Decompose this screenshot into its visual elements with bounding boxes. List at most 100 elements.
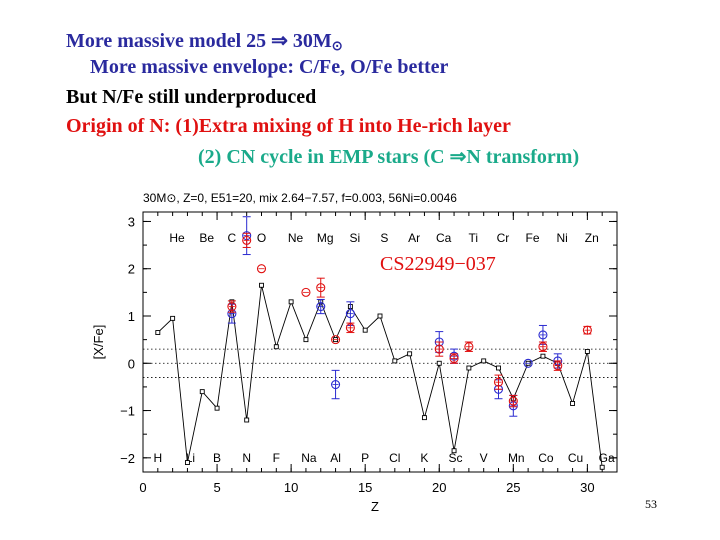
model-point [584, 349, 590, 354]
model-point [570, 401, 576, 406]
element-label-bottom: Co [538, 451, 554, 465]
element-label-bottom: Al [330, 451, 341, 465]
blue-observation-point [345, 309, 355, 319]
element-label-top: Cr [497, 231, 510, 245]
y-tick-label: 0 [128, 356, 135, 371]
red-observation-point [256, 264, 267, 274]
blue-observation-point [331, 379, 341, 390]
red-observation-point [316, 283, 326, 293]
element-label-bottom: K [420, 451, 428, 465]
element-label-top: Si [349, 231, 360, 245]
element-label-top: Be [199, 231, 214, 245]
y-tick-label: 2 [128, 262, 135, 277]
element-label-top: Ne [288, 231, 304, 245]
y-tick-label: −1 [120, 404, 135, 419]
element-label-top: Ca [436, 231, 452, 245]
model-point [377, 313, 383, 319]
element-label-top: Mg [317, 231, 334, 245]
model-point [199, 389, 205, 395]
y-tick-label: −2 [120, 451, 135, 466]
red-observation-point [582, 325, 592, 335]
red-observation-point [508, 396, 518, 406]
model-point [436, 360, 442, 366]
model-point [170, 315, 176, 321]
slide-line-5: (2) CN cycle in EMP stars (C ⇒N transfor… [198, 146, 580, 168]
x-tick-label: 30 [580, 480, 594, 495]
red-observation-point [464, 342, 474, 352]
element-label-top: Zn [585, 231, 599, 245]
red-observation-point [227, 301, 237, 312]
red-observation-point [449, 353, 459, 364]
red-observation-point [301, 287, 311, 297]
slide-line-3: But N/Fe still underproduced [66, 86, 317, 108]
x-tick-label: 25 [506, 480, 520, 495]
slide-line-1: More massive model 25 ⇒ 30M⊙ [66, 28, 343, 54]
x-tick-label: 15 [358, 480, 372, 495]
model-point [259, 282, 264, 288]
red-observation-point [553, 361, 563, 371]
element-label-bottom: Na [301, 451, 317, 465]
x-tick-label: 20 [432, 480, 446, 495]
y-tick-label: 3 [128, 214, 135, 229]
model-point [407, 351, 413, 357]
model-line [157, 285, 603, 468]
red-observation-point [434, 344, 444, 354]
element-label-top: Ar [408, 231, 420, 245]
element-label-top: Ni [557, 231, 568, 245]
element-label-bottom: Cl [389, 451, 400, 465]
element-label-top: O [257, 231, 266, 245]
line1-text: More massive model 25 ⇒ 30M [66, 30, 332, 52]
element-label-bottom: H [153, 451, 162, 465]
element-label-top: He [169, 231, 185, 245]
element-label-bottom: Mn [508, 451, 525, 465]
element-label-bottom: Ga [599, 451, 615, 465]
element-label-bottom: P [361, 451, 369, 465]
model-point [155, 330, 161, 335]
star-name-annotation: CS22949−037 [380, 253, 496, 275]
solar-mass-symbol: ⊙ [331, 38, 343, 53]
blue-observation-point [538, 330, 548, 340]
x-axis-label: Z [371, 499, 379, 514]
element-label-bottom: Sc [449, 451, 463, 465]
model-point [451, 448, 457, 454]
element-label-bottom: F [273, 451, 280, 465]
model-point [599, 464, 605, 470]
element-label-top: S [380, 231, 388, 245]
model-point [392, 358, 398, 364]
x-tick-label: 0 [139, 480, 146, 495]
element-label-top: Ti [469, 231, 479, 245]
model-point [184, 460, 190, 465]
red-observation-point [331, 335, 341, 345]
blue-observation-point [316, 301, 326, 312]
model-point [481, 358, 487, 364]
element-label-bottom: B [213, 451, 221, 465]
x-tick-label: 5 [213, 480, 220, 495]
chart-title: 30M⊙, Z=0, E51=20, mix 2.64−7.57, f=0.00… [143, 191, 457, 205]
y-tick-label: 1 [128, 309, 135, 324]
model-point [496, 365, 501, 371]
model-point [288, 299, 294, 305]
element-label-bottom: Cu [568, 451, 583, 465]
model-point [421, 415, 427, 421]
slide-line-4: Origin of N: (1)Extra mixing of H into H… [66, 115, 511, 137]
red-observation-point [345, 323, 355, 333]
model-point [540, 353, 546, 359]
x-tick-label: 10 [284, 480, 298, 495]
model-point [214, 405, 220, 411]
y-axis-label: [X/Fe] [91, 325, 106, 360]
model-point [466, 365, 472, 371]
slide-number: 53 [645, 497, 657, 511]
element-label-top: Fe [526, 231, 540, 245]
red-observation-point [493, 377, 504, 387]
model-point [244, 417, 250, 423]
red-observation-point [242, 235, 252, 245]
red-observation-point [538, 342, 548, 352]
element-label-bottom: V [480, 451, 488, 465]
model-point [273, 344, 279, 350]
element-label-bottom: Li [186, 451, 195, 465]
slide-line-2: More massive envelope: C/Fe, O/Fe better [90, 56, 449, 78]
element-label-bottom: N [242, 451, 251, 465]
element-label-top: C [228, 231, 237, 245]
blue-observation-point [523, 358, 533, 368]
